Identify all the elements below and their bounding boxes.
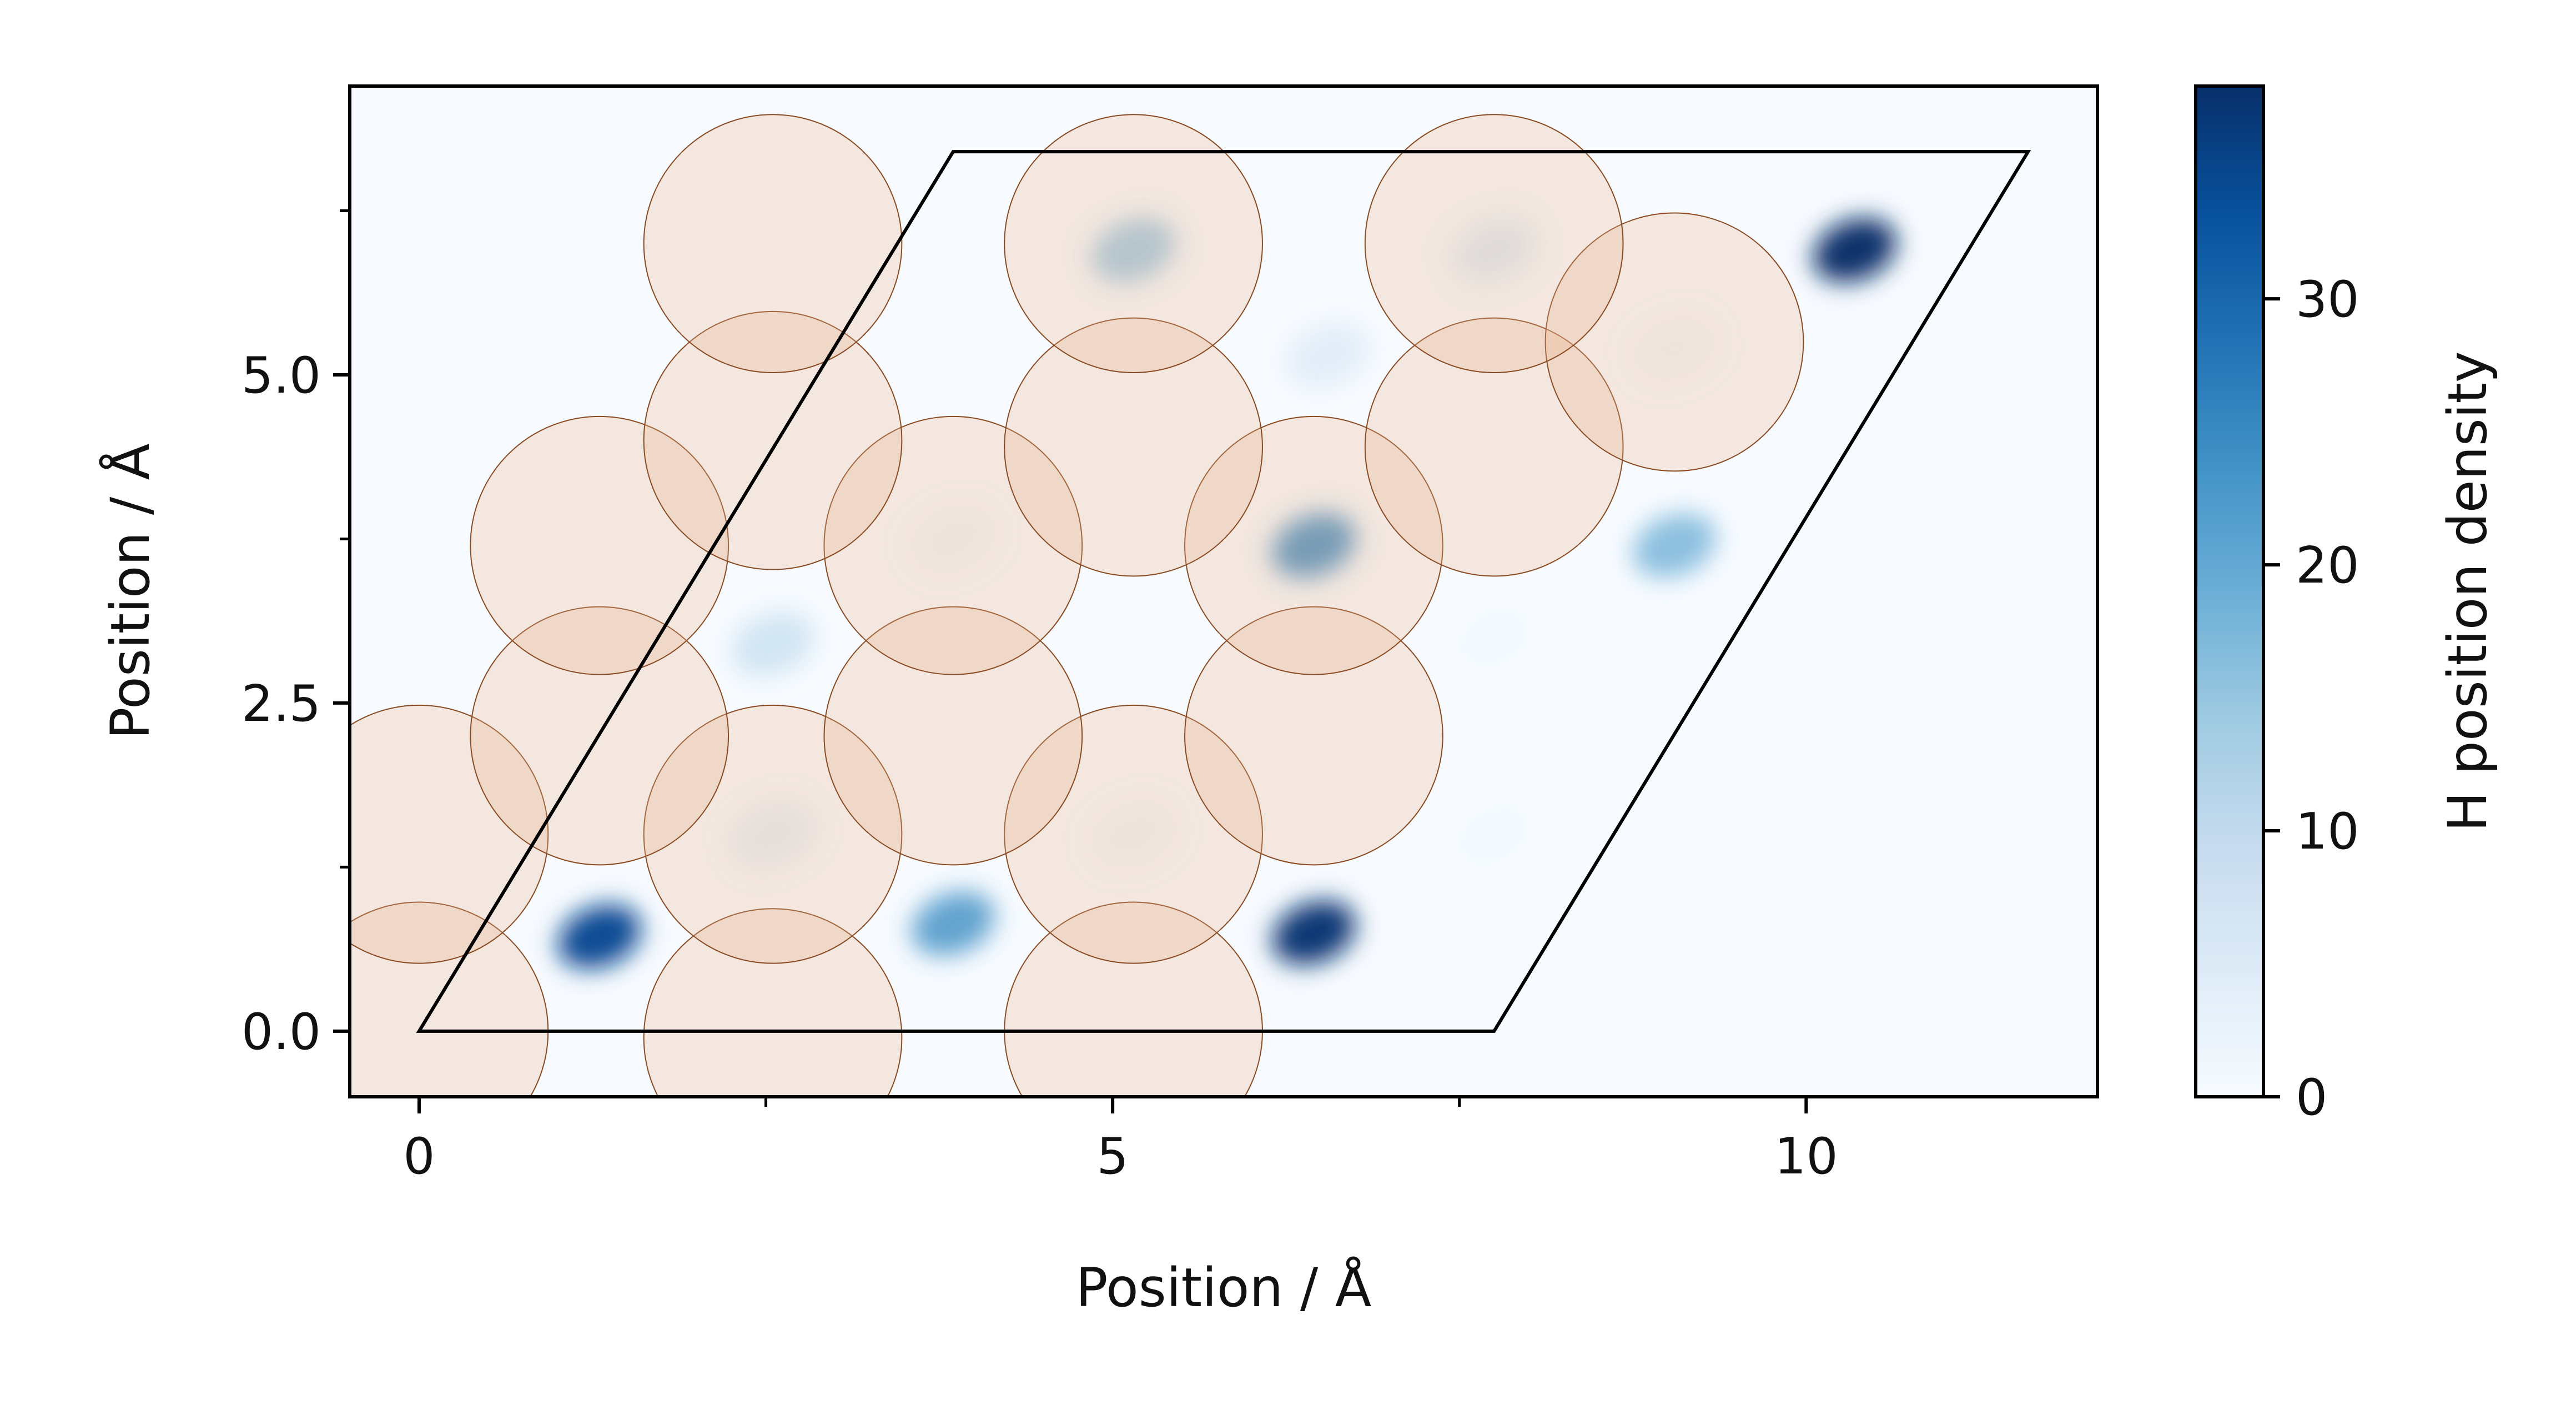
plot-frame bbox=[348, 84, 2099, 1098]
density-peak-7 bbox=[911, 506, 995, 571]
atom-11 bbox=[1184, 415, 1443, 675]
atom-14 bbox=[1364, 317, 1624, 577]
atom-13 bbox=[1004, 317, 1263, 577]
atom-5 bbox=[1004, 704, 1263, 964]
atom-4 bbox=[643, 704, 903, 964]
colorbar-tick-label-0: 0 bbox=[2296, 1068, 2327, 1127]
density-peak-12 bbox=[1632, 316, 1717, 381]
density-peak-4 bbox=[1091, 802, 1175, 867]
atom-17 bbox=[1004, 114, 1263, 373]
colorbar-axis: 0 10 20 30 bbox=[2263, 270, 2359, 1127]
y-tick-label-2: 5.0 bbox=[242, 347, 321, 405]
density-peak-8 bbox=[1272, 513, 1356, 578]
y-axis: 0.0 2.5 5.0 bbox=[242, 209, 350, 1061]
density-peak-6 bbox=[731, 611, 815, 676]
atom-9 bbox=[470, 415, 729, 675]
x-axis-label: Position / Å bbox=[1076, 1256, 1372, 1319]
y-tick-label-0: 0.0 bbox=[242, 1003, 321, 1061]
density-peak-14 bbox=[1452, 218, 1536, 283]
density-peak-9 bbox=[1632, 513, 1717, 578]
atom-18 bbox=[1364, 114, 1624, 373]
density-peak-1 bbox=[911, 891, 995, 956]
y-tick-label-1: 2.5 bbox=[242, 675, 321, 733]
x-axis: 0 5 10 bbox=[403, 1097, 1838, 1186]
colorbar bbox=[2194, 84, 2265, 1098]
colorbar-tick-label-3: 30 bbox=[2296, 270, 2359, 329]
density-peak-2 bbox=[1272, 900, 1356, 965]
colorbar-tick-label-1: 10 bbox=[2296, 802, 2359, 861]
density-peak-3 bbox=[731, 802, 815, 867]
x-tick-label-1: 5 bbox=[1096, 1127, 1128, 1186]
colorbar-label: H position density bbox=[2437, 351, 2499, 831]
density-layer bbox=[557, 218, 1896, 969]
x-tick-label-0: 0 bbox=[403, 1127, 435, 1186]
atom-16 bbox=[643, 114, 903, 373]
colorbar-tick-label-2: 20 bbox=[2296, 536, 2359, 595]
atom-8 bbox=[1184, 606, 1443, 866]
density-peak-11 bbox=[1286, 323, 1370, 388]
atom-15 bbox=[1544, 212, 1804, 472]
y-axis-label: Position / Å bbox=[99, 444, 162, 740]
unit-cell bbox=[416, 150, 2031, 1033]
atom-7 bbox=[823, 606, 1083, 866]
atom-1 bbox=[643, 908, 903, 1097]
density-peak-13 bbox=[1091, 218, 1175, 283]
density-peak-15 bbox=[1813, 218, 1896, 283]
atom-10 bbox=[823, 415, 1083, 675]
atom-12 bbox=[643, 310, 903, 570]
density-peak-5 bbox=[1452, 802, 1536, 867]
x-tick-label-2: 10 bbox=[1774, 1127, 1838, 1186]
density-peak-10 bbox=[1452, 605, 1536, 670]
density-peak-0 bbox=[557, 904, 641, 969]
